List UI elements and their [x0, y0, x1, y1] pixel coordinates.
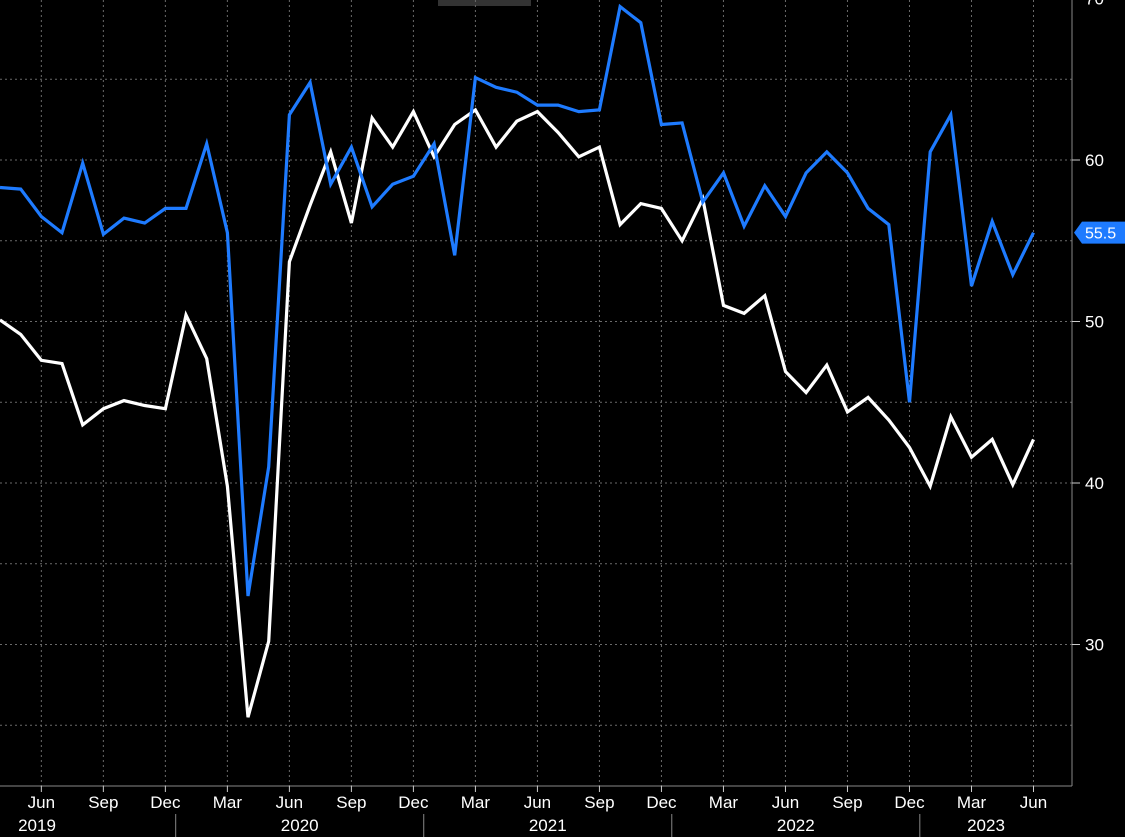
x-tick-label: Sep: [88, 793, 118, 812]
x-tick-label: Jun: [276, 793, 303, 812]
x-tick-label: Mar: [957, 793, 987, 812]
x-tick-label: Jun: [772, 793, 799, 812]
axes: [0, 0, 1073, 787]
y-tick-label: 70: [1085, 0, 1104, 9]
y-axis-ticks: 30 40 50 60 70: [1072, 0, 1104, 655]
year-label: 2023: [967, 816, 1005, 835]
x-tick-label: Jun: [524, 793, 551, 812]
x-tick-label: Jun: [1020, 793, 1047, 812]
x-tick-label: Dec: [646, 793, 677, 812]
x-axis-ticks: Jun Sep Dec Mar Jun Sep Dec Mar Jun Sep Dec Mar Jun S…: [18, 786, 1047, 837]
last-value-badge: 55.5: [1074, 221, 1125, 244]
year-label: 2021: [529, 816, 567, 835]
y-tick-label: 60: [1085, 151, 1104, 170]
x-tick-label: Dec: [150, 793, 181, 812]
x-tick-label: Mar: [461, 793, 491, 812]
last-value-badge-shape: [1074, 221, 1125, 244]
x-tick-label: Sep: [584, 793, 614, 812]
series-lines: [0, 3, 1035, 718]
year-label: 2020: [281, 816, 319, 835]
x-tick-label: Dec: [398, 793, 429, 812]
x-tick-label: Jun: [28, 793, 55, 812]
grid: [0, 0, 1072, 786]
x-tick-label: Dec: [894, 793, 925, 812]
y-tick-label: 30: [1085, 636, 1104, 655]
x-tick-label: Mar: [213, 793, 243, 812]
year-label: 2019: [18, 816, 56, 835]
year-label: 2022: [777, 816, 815, 835]
series-line-white: [0, 107, 1035, 718]
y-tick-label: 40: [1085, 474, 1104, 493]
y-tick-label: 50: [1085, 313, 1104, 332]
chart-header-tab: [438, 0, 531, 6]
x-tick-label: Sep: [336, 793, 366, 812]
x-tick-label: Sep: [832, 793, 862, 812]
series-line-blue: [0, 3, 1035, 597]
last-value-badge-label: 55.5: [1085, 226, 1116, 243]
x-tick-label: Mar: [709, 793, 739, 812]
